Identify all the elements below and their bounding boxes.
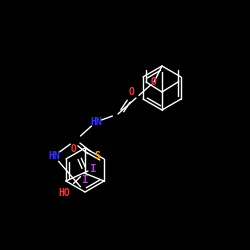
Text: S: S <box>94 151 100 161</box>
Text: O: O <box>129 87 135 97</box>
Text: O: O <box>151 77 157 87</box>
Text: HN: HN <box>48 151 60 161</box>
Text: HN: HN <box>90 117 102 127</box>
Text: HO: HO <box>58 188 70 198</box>
Text: I: I <box>82 175 88 185</box>
Text: O: O <box>71 144 77 154</box>
Text: I: I <box>90 164 96 174</box>
